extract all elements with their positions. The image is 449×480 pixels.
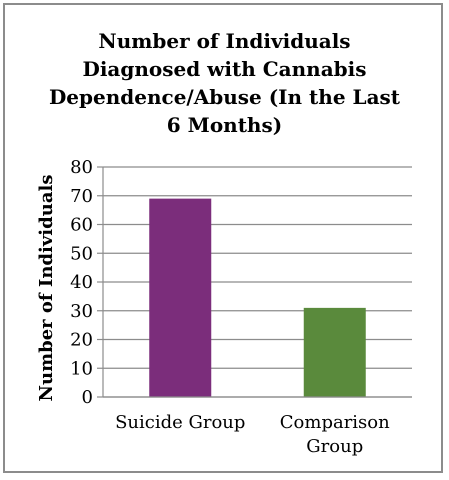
chart-title-line: Diagnosed with Cannabis bbox=[82, 57, 367, 81]
x-category-label: Comparison bbox=[280, 412, 390, 433]
x-category-label: Group bbox=[306, 436, 363, 457]
bar-suicide-group bbox=[149, 198, 212, 397]
x-category-label: Suicide Group bbox=[115, 412, 245, 433]
y-tick-label: 40 bbox=[70, 272, 93, 293]
chart-title-line: Number of Individuals bbox=[98, 29, 351, 53]
y-tick-label: 60 bbox=[70, 215, 93, 236]
chart-title: Number of Individuals Diagnosed with Cann… bbox=[0, 27, 449, 139]
y-axis-title: Number of Individuals bbox=[36, 175, 57, 402]
y-tick-label: 50 bbox=[70, 243, 93, 264]
y-tick-label: 20 bbox=[70, 330, 93, 351]
y-tick-label: 0 bbox=[82, 387, 93, 408]
chart-frame bbox=[3, 3, 443, 473]
y-tick-label: 30 bbox=[70, 301, 93, 322]
chart-title-line: Dependence/Abuse (In the Last bbox=[48, 85, 401, 109]
y-tick-label: 80 bbox=[70, 157, 93, 178]
chart-title-line: 6 Months) bbox=[166, 113, 283, 137]
y-tick-label: 70 bbox=[70, 186, 93, 207]
y-tick-label: 10 bbox=[70, 358, 93, 379]
bar-comparison-group bbox=[303, 307, 366, 397]
